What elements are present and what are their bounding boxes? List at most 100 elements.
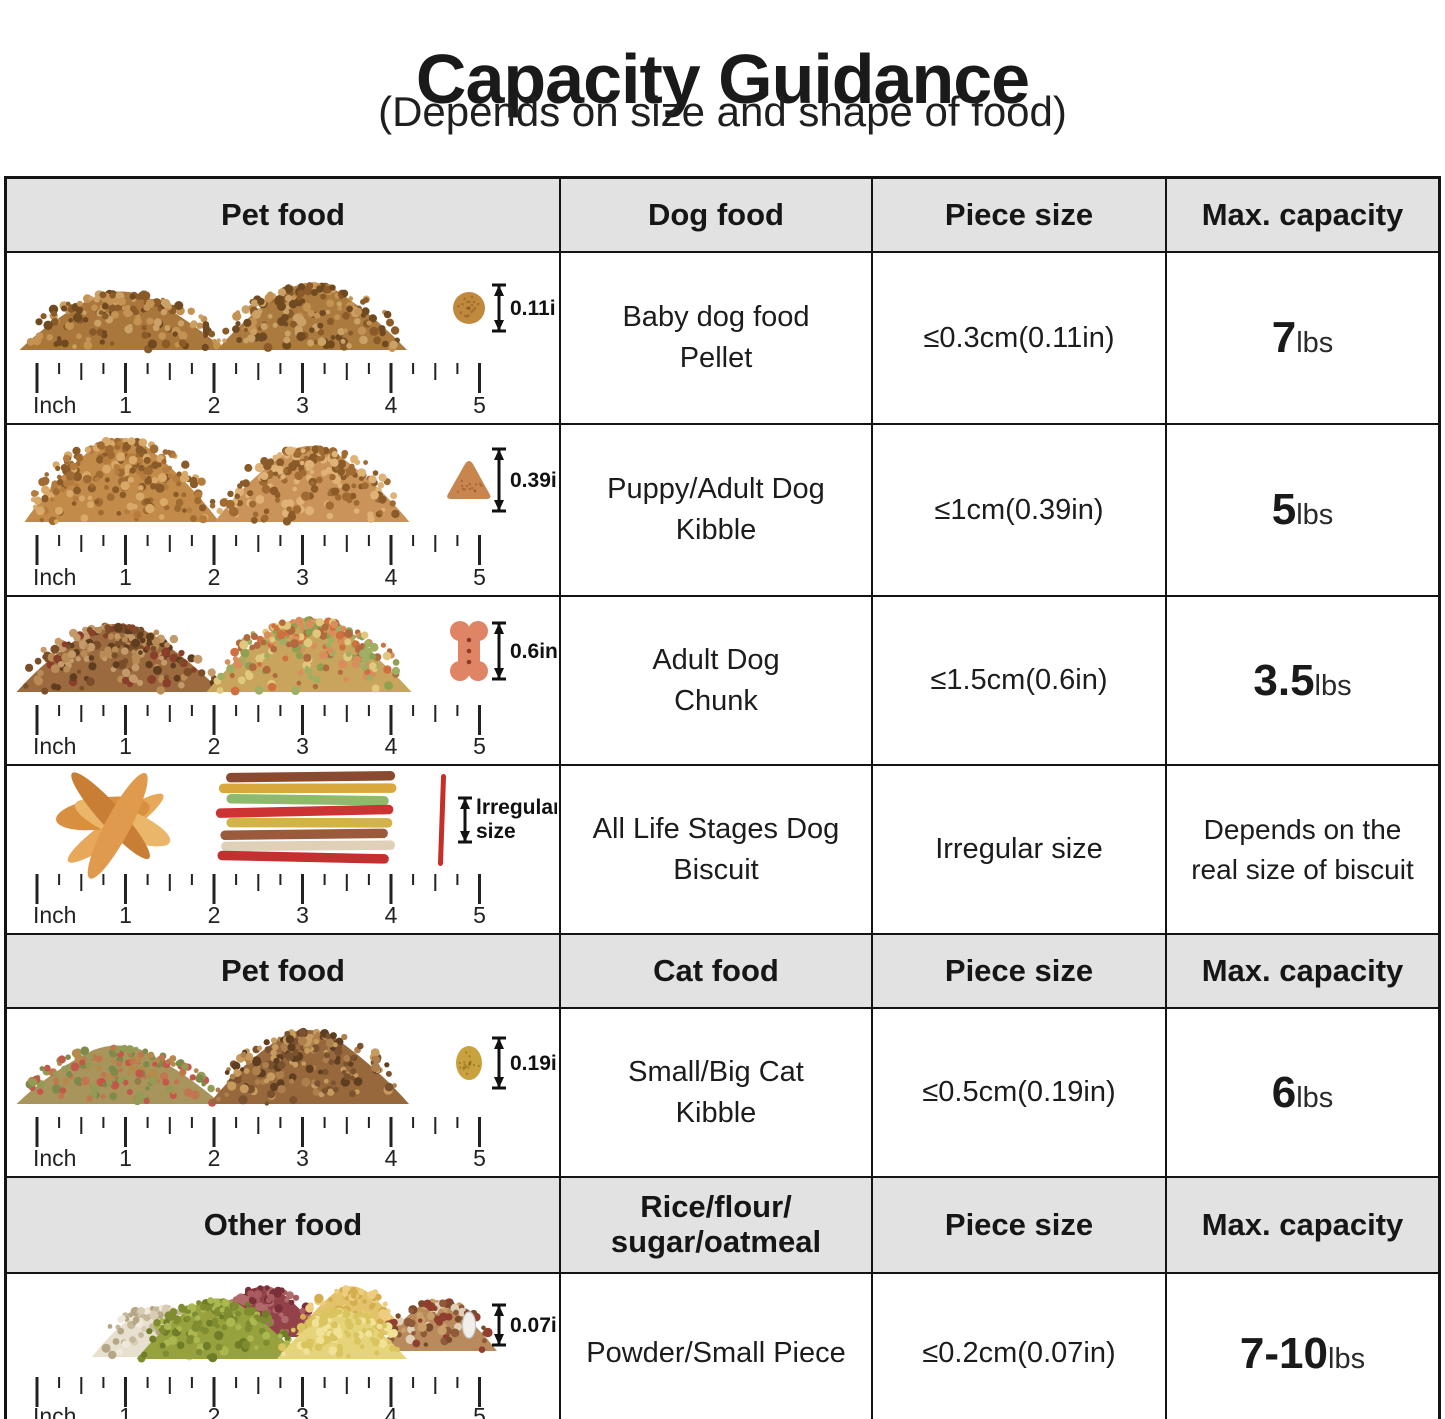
svg-text:4: 4 (385, 1145, 398, 1171)
food-size-illustration: 0.6in Inch 1 2 3 4 5 (7, 597, 559, 764)
food-name: Baby dog food Pellet (622, 301, 810, 374)
svg-text:0.07in: 0.07in (510, 1314, 557, 1337)
svg-text:1: 1 (119, 392, 132, 418)
svg-text:2: 2 (208, 902, 221, 928)
header-food-group-label: Other food (203, 1206, 363, 1242)
food-size-illustration: 0.11in Inch 1 2 3 4 5 (7, 253, 559, 423)
svg-text:4: 4 (385, 392, 398, 418)
svg-text:4: 4 (385, 564, 398, 590)
svg-text:2: 2 (208, 1145, 221, 1171)
svg-text:1: 1 (119, 733, 132, 759)
svg-text:3: 3 (296, 733, 309, 759)
food-name-cell: Small/Big Cat Kibble (561, 1009, 873, 1176)
table-row: 0.19in Inch 1 2 3 4 5 Small/Big Cat Kibble ≤0.… (7, 1009, 1438, 1178)
food-photo-cell: 0.39in Inch 1 2 3 4 5 (7, 425, 561, 595)
svg-text:size: size (476, 820, 516, 843)
header-food-group: Pet food (7, 179, 561, 251)
header-food-type: Cat food (561, 935, 873, 1007)
svg-text:1: 1 (119, 1403, 132, 1419)
capacity-wrap: 7 lbs (1272, 313, 1334, 363)
header-food-group: Pet food (7, 935, 561, 1007)
svg-text:5: 5 (473, 392, 486, 418)
max-capacity-cell: 5 lbs (1167, 425, 1438, 595)
capacity-unit: lbs (1328, 1342, 1366, 1375)
food-name-cell: Puppy/Adult Dog Kibble (561, 425, 873, 595)
piece-size-value: ≤0.2cm(0.07in) (922, 1337, 1116, 1370)
food-name: Small/Big Cat Kibble (628, 1055, 804, 1129)
svg-text:3: 3 (296, 564, 309, 590)
header-max-capacity-label: Max. capacity (1201, 196, 1404, 232)
piece-size-value: Irregular size (935, 833, 1103, 866)
header-max-capacity: Max. capacity (1167, 935, 1438, 1007)
svg-text:4: 4 (385, 902, 398, 928)
food-name: All Life Stages Dog Biscuit (592, 812, 840, 886)
svg-text:5: 5 (473, 733, 486, 759)
piece-size-cell: ≤1cm(0.39in) (873, 425, 1167, 595)
capacity-value: 3.5 (1253, 655, 1315, 705)
table-header-row: Pet food Cat food Piece size Max. capaci… (7, 935, 1438, 1009)
header-max-capacity-label: Max. capacity (1201, 1206, 1404, 1242)
svg-text:Inch: Inch (33, 902, 76, 928)
capacity-wrap: 7-10 lbs (1240, 1329, 1365, 1379)
food-size-illustration: 0.07in Inch 1 2 3 4 5 (7, 1274, 559, 1419)
capacity-wrap: 6 lbs (1272, 1068, 1334, 1118)
capacity-value: 5 (1271, 485, 1297, 534)
capacity-unit: lbs (1296, 327, 1334, 359)
food-photo-cell: lrregular size Inch 1 2 3 4 5 (7, 766, 561, 933)
svg-text:2: 2 (208, 392, 221, 418)
food-size-illustration: lrregular size Inch 1 2 3 4 5 (7, 766, 559, 933)
svg-text:Inch: Inch (33, 392, 76, 418)
header-food-type-label: Rice/flour/ sugar/oatmeal (610, 1189, 822, 1259)
food-size-illustration: 0.19in Inch 1 2 3 4 5 (7, 1009, 559, 1176)
capacity-unit: lbs (1296, 499, 1334, 531)
header-food-type: Rice/flour/ sugar/oatmeal (561, 1178, 873, 1272)
header-max-capacity: Max. capacity (1167, 1178, 1438, 1272)
svg-text:3: 3 (296, 392, 309, 418)
header-piece-size: Piece size (873, 935, 1167, 1007)
table-row: 0.11in Inch 1 2 3 4 5 Baby dog food Pellet ≤0.… (7, 253, 1438, 425)
header-food-type: Dog food (561, 179, 873, 251)
capacity-unit: lbs (1314, 669, 1352, 702)
svg-text:1: 1 (119, 1145, 132, 1171)
svg-text:0.39in: 0.39in (510, 469, 557, 492)
svg-text:4: 4 (385, 1403, 398, 1419)
table-row: 0.6in Inch 1 2 3 4 5 Adult Dog Chunk ≤1.5cm(0.… (7, 597, 1438, 766)
food-photo-cell: 0.11in Inch 1 2 3 4 5 (7, 253, 561, 423)
capacity-unit: lbs (1296, 1081, 1334, 1114)
svg-text:3: 3 (296, 902, 309, 928)
food-photo-cell: 0.19in Inch 1 2 3 4 5 (7, 1009, 561, 1176)
page-title: Capacity Guidance (415, 39, 1030, 118)
table-row: 0.07in Inch 1 2 3 4 5 Powder/Small Piece ≤0.2c… (7, 1274, 1438, 1419)
piece-size-value: ≤0.3cm(0.11in) (923, 321, 1115, 354)
piece-size-cell: ≤0.5cm(0.19in) (873, 1009, 1167, 1176)
svg-text:2: 2 (208, 733, 221, 759)
piece-size-value: ≤1cm(0.39in) (934, 493, 1104, 526)
svg-text:Inch: Inch (33, 564, 76, 590)
food-photo-cell: 0.07in Inch 1 2 3 4 5 (7, 1274, 561, 1419)
svg-text:5: 5 (473, 1145, 486, 1171)
food-name-cell: Baby dog food Pellet (561, 253, 873, 423)
svg-text:Inch: Inch (33, 1403, 76, 1419)
header-piece-size: Piece size (873, 1178, 1167, 1272)
svg-text:5: 5 (473, 1403, 486, 1419)
max-capacity-cell: 3.5 lbs (1167, 597, 1438, 764)
max-capacity-cell: 6 lbs (1167, 1009, 1438, 1176)
svg-text:0.11in: 0.11in (510, 297, 557, 320)
header-food-group: Other food (7, 1178, 561, 1272)
header-food-group-label: Pet food (221, 196, 345, 232)
svg-text:Inch: Inch (33, 1145, 76, 1171)
page-subtitle: (Depends on size and shape of food) (378, 88, 1067, 135)
svg-text:4: 4 (385, 733, 398, 759)
header-food-type-label: Dog food (647, 196, 784, 232)
svg-text:5: 5 (473, 564, 486, 590)
capacity-wrap: 3.5 lbs (1253, 656, 1351, 706)
capacity-table: Pet food Dog food Piece size Max. capaci… (4, 176, 1441, 1419)
piece-size-value: ≤1.5cm(0.6in) (930, 664, 1108, 697)
svg-text:2: 2 (208, 564, 221, 590)
table-row: 0.39in Inch 1 2 3 4 5 Puppy/Adult Dog Kibble ≤… (7, 425, 1438, 597)
food-name: Puppy/Adult Dog Kibble (607, 473, 825, 546)
capacity-wrap: 5 lbs (1272, 485, 1334, 535)
piece-size-cell: ≤0.3cm(0.11in) (873, 253, 1167, 423)
capacity-note: Depends on the real size of biscuit (1191, 814, 1414, 885)
food-name: Powder/Small Piece (586, 1337, 846, 1370)
